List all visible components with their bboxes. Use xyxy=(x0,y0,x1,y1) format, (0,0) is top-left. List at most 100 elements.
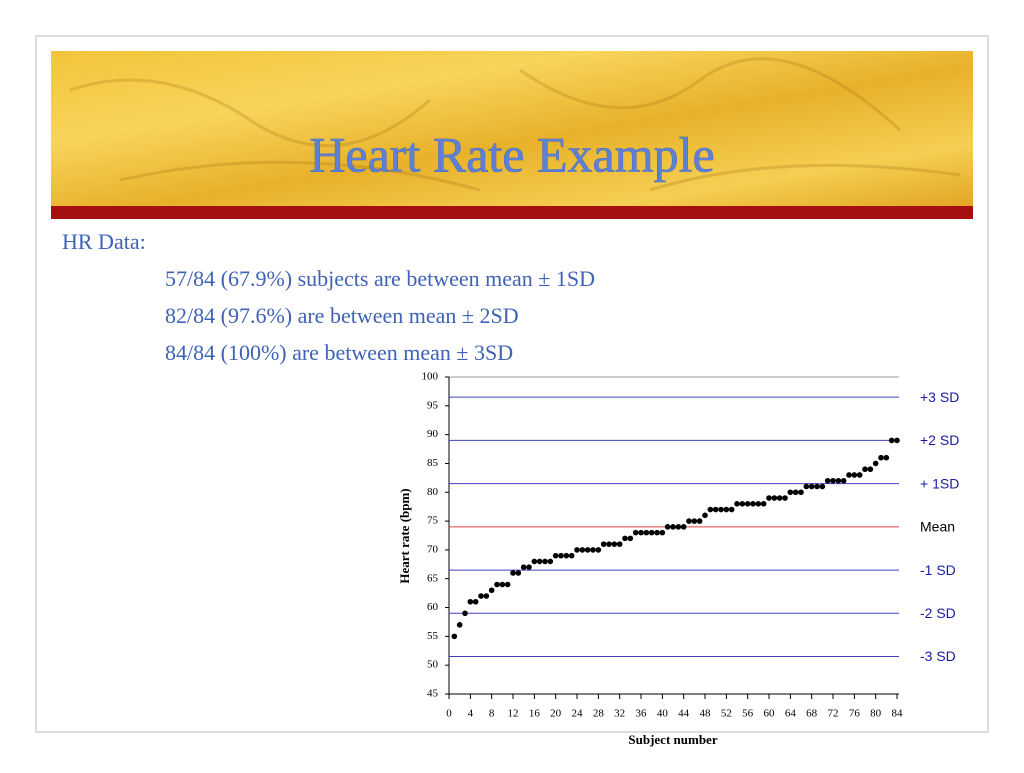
data-point xyxy=(499,581,506,588)
x-tick-label: 84 xyxy=(892,708,904,720)
data-point xyxy=(808,483,815,490)
data-point xyxy=(755,501,762,507)
data-point xyxy=(456,622,463,628)
y-axis-title: Heart rate (bpm) xyxy=(397,488,412,583)
data-point xyxy=(750,501,756,507)
data-point xyxy=(872,460,879,467)
y-tick-label: 80 xyxy=(427,486,439,498)
y-tick-label: 85 xyxy=(427,457,439,469)
x-tick-label: 76 xyxy=(849,708,861,720)
data-point xyxy=(595,547,602,553)
x-tick-label: 8 xyxy=(489,708,495,720)
data-point xyxy=(718,506,724,513)
data-point xyxy=(744,501,751,507)
bullet: 82/84 (97.6%) are between mean ± 2SD xyxy=(165,303,519,328)
data-point xyxy=(483,593,490,599)
x-tick-label: 36 xyxy=(636,708,648,720)
y-tick-label: 70 xyxy=(427,543,439,555)
x-tick-label: 4 xyxy=(468,708,474,720)
title-banner xyxy=(51,51,973,206)
data-point xyxy=(579,547,586,553)
data-point xyxy=(846,472,852,478)
data-point xyxy=(830,477,836,484)
data-point xyxy=(680,524,687,530)
data-point xyxy=(600,541,607,547)
x-tick-label: 56 xyxy=(742,708,754,720)
data-point xyxy=(760,501,767,507)
data-point xyxy=(835,477,842,484)
y-tick-label: 50 xyxy=(427,659,439,671)
x-tick-label: 68 xyxy=(806,708,818,720)
data-point xyxy=(462,610,468,617)
title-rule xyxy=(51,206,973,219)
reference-label: -3 SD xyxy=(920,648,956,664)
data-point xyxy=(547,558,554,565)
data-point xyxy=(590,547,596,553)
data-point xyxy=(664,524,671,530)
y-tick-label: 95 xyxy=(427,399,439,411)
bullet: 57/84 (67.9%) subjects are between mean … xyxy=(165,266,595,291)
x-tick-label: 80 xyxy=(870,708,882,720)
data-point xyxy=(611,541,618,547)
data-point xyxy=(627,535,634,542)
y-tick-label: 90 xyxy=(427,428,439,440)
data-point xyxy=(814,483,820,490)
data-point xyxy=(659,529,666,536)
data-point xyxy=(771,495,778,501)
data-point xyxy=(494,581,500,588)
data-point xyxy=(451,633,458,640)
reference-label: Mean xyxy=(920,519,955,535)
data-point xyxy=(856,472,863,478)
data-point xyxy=(488,587,495,594)
slide-title: Heart Rate Example xyxy=(309,126,714,182)
reference-label: + 1SD xyxy=(920,475,959,491)
data-point xyxy=(515,570,522,576)
y-tick-label: 55 xyxy=(427,630,439,642)
data-point xyxy=(707,506,714,513)
data-point xyxy=(643,529,650,536)
data-point xyxy=(723,506,730,513)
data-point xyxy=(675,524,682,530)
data-point xyxy=(776,495,783,501)
x-tick-label: 32 xyxy=(614,708,625,720)
data-point xyxy=(472,598,479,605)
x-tick-label: 24 xyxy=(572,708,584,720)
data-point xyxy=(622,535,628,542)
data-point xyxy=(520,564,527,570)
x-tick-label: 12 xyxy=(508,708,519,720)
data-point xyxy=(819,483,826,490)
data-point xyxy=(702,512,708,519)
reference-label: -2 SD xyxy=(920,605,956,621)
data-point xyxy=(888,437,895,444)
data-point xyxy=(526,564,532,570)
data-point xyxy=(638,529,644,536)
bullet: 84/84 (100%) are between mean ± 3SD xyxy=(165,340,513,365)
data-point xyxy=(824,477,831,484)
data-point xyxy=(878,454,884,461)
x-tick-label: 20 xyxy=(550,708,562,720)
data-point xyxy=(531,558,538,565)
data-point xyxy=(782,495,788,501)
y-tick-label: 60 xyxy=(427,601,439,613)
data-point xyxy=(739,501,746,507)
data-point xyxy=(792,489,799,496)
data-point xyxy=(691,518,698,524)
data-point xyxy=(734,501,740,507)
x-tick-label: 64 xyxy=(785,708,797,720)
x-axis-title: Subject number xyxy=(628,732,717,747)
x-tick-label: 28 xyxy=(593,708,605,720)
x-tick-label: 60 xyxy=(764,708,776,720)
data-point xyxy=(558,552,564,559)
x-tick-label: 40 xyxy=(657,708,669,720)
x-tick-label: 52 xyxy=(721,708,732,720)
y-tick-label: 75 xyxy=(427,515,439,527)
data-point xyxy=(851,472,858,478)
data-point xyxy=(686,518,692,524)
data-point xyxy=(542,558,548,565)
data-point xyxy=(504,581,511,588)
banner-texture xyxy=(69,57,961,192)
data-point xyxy=(552,552,559,559)
data-point xyxy=(803,483,810,490)
